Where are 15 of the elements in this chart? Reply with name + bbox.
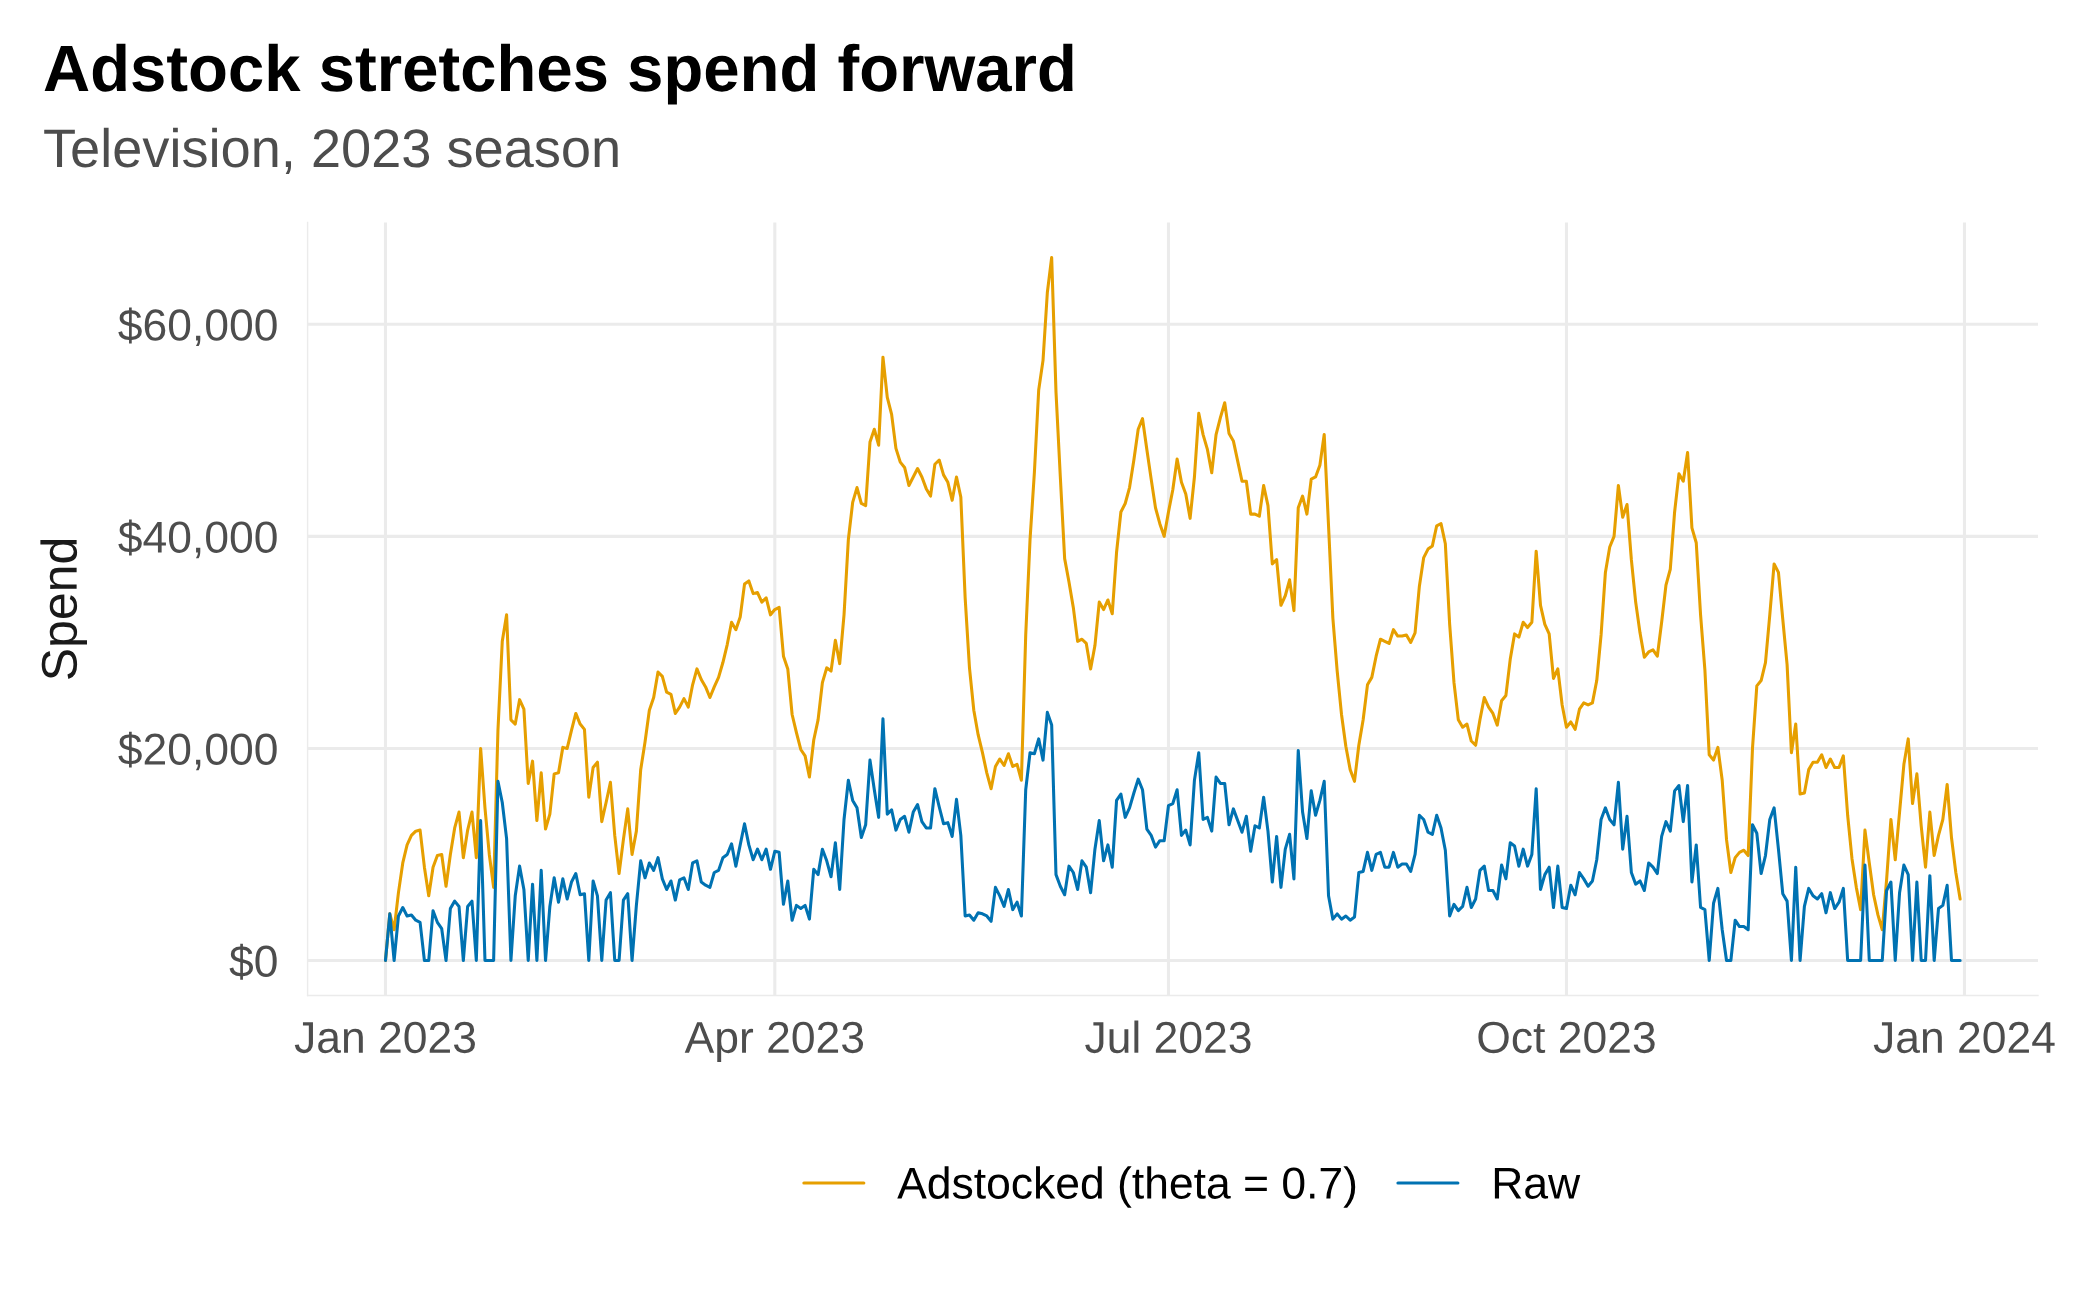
x-tick-label: Jan 2024 xyxy=(1873,1021,2055,1054)
chart-subtitle: Television, 2023 season xyxy=(44,127,618,174)
y-axis-title: Spend xyxy=(40,539,87,680)
legend-label: Adstocked (theta = 0.7) xyxy=(897,1166,1356,1208)
legend-label: Raw xyxy=(1494,1167,1581,1199)
x-tick-label: Apr 2023 xyxy=(684,1021,864,1062)
y-tick-label: $40,000 xyxy=(118,519,277,559)
x-tick-label: Oct 2023 xyxy=(1478,1021,1655,1054)
x-tick-label: Jan 2023 xyxy=(294,1021,475,1054)
y-tick-label: $20,000 xyxy=(118,731,277,771)
y-tick-label: $60,000 xyxy=(118,307,277,347)
y-tick-label: $0 xyxy=(229,943,277,980)
x-tick-label: Jul 2023 xyxy=(1085,1020,1251,1054)
line-series xyxy=(383,710,1962,963)
chart-title: Adstock stretches spend forward xyxy=(44,43,1073,105)
